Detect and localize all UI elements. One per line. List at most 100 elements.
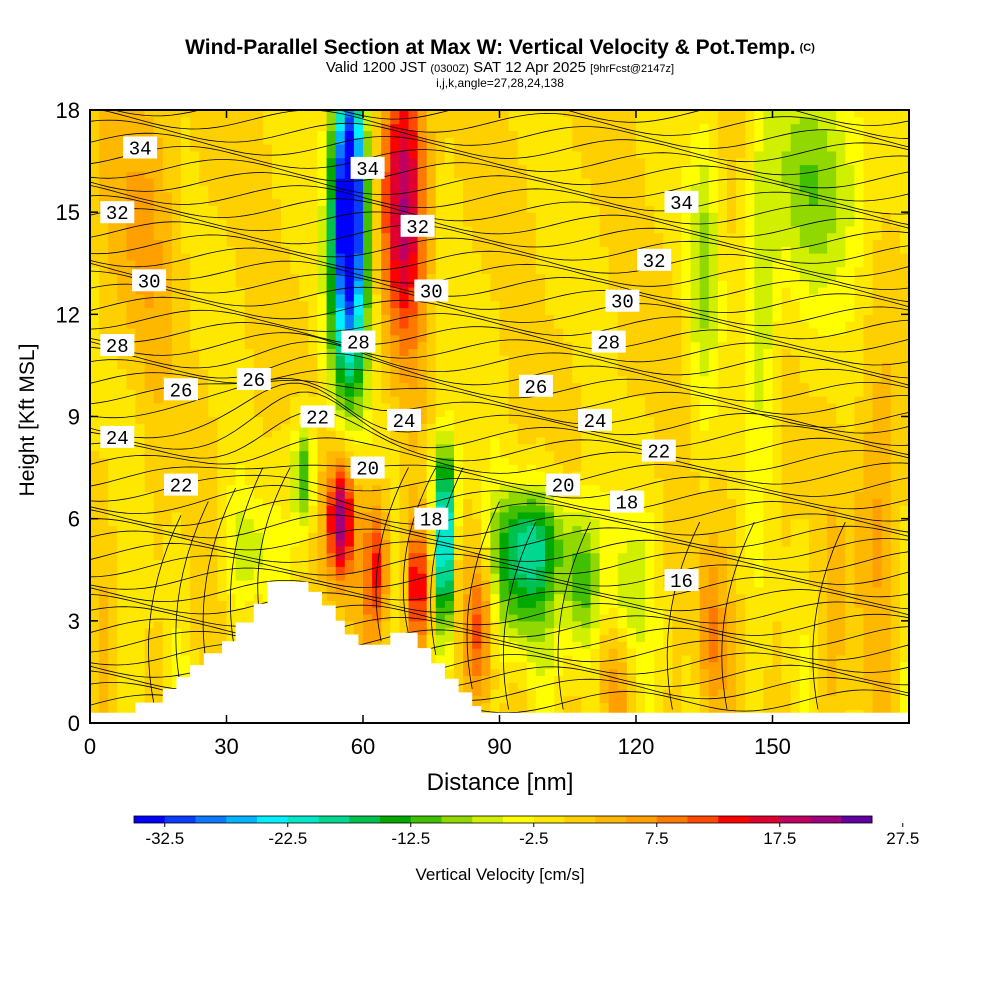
field-cell bbox=[126, 355, 137, 363]
field-cell bbox=[190, 362, 200, 370]
field-cell bbox=[463, 307, 473, 315]
field-cell bbox=[153, 232, 164, 241]
field-cell bbox=[363, 321, 373, 329]
field-cell bbox=[508, 654, 519, 663]
field-cell bbox=[199, 273, 209, 281]
field-cell bbox=[408, 491, 419, 499]
field-cell bbox=[463, 470, 473, 479]
field-cell bbox=[135, 232, 146, 241]
field-cell bbox=[444, 273, 455, 281]
field-cell bbox=[244, 198, 255, 206]
field-cell bbox=[508, 116, 519, 125]
field-cell bbox=[244, 225, 255, 234]
field-cell bbox=[317, 389, 328, 397]
field-cell bbox=[408, 464, 419, 472]
field-cell bbox=[490, 130, 501, 138]
field-cell bbox=[181, 402, 191, 411]
field-cell bbox=[117, 157, 127, 166]
field-cell bbox=[244, 450, 255, 458]
field-cell bbox=[472, 573, 482, 581]
field-cell bbox=[353, 614, 364, 622]
field-cell bbox=[545, 273, 555, 281]
field-cell bbox=[572, 171, 582, 179]
field-cell bbox=[545, 362, 555, 370]
field-cell bbox=[399, 355, 410, 363]
field-cell bbox=[353, 477, 364, 486]
field-cell bbox=[108, 627, 118, 636]
field-cell bbox=[253, 470, 264, 479]
field-cell bbox=[508, 402, 519, 411]
field-cell bbox=[90, 368, 100, 377]
field-cell bbox=[117, 130, 127, 138]
field-cell bbox=[572, 559, 582, 567]
field-cell bbox=[472, 110, 482, 118]
field-cell bbox=[262, 334, 273, 343]
field-cell bbox=[253, 498, 264, 506]
field-cell bbox=[208, 573, 218, 581]
field-cell bbox=[162, 661, 173, 670]
field-cell bbox=[308, 178, 319, 186]
field-cell bbox=[99, 327, 109, 336]
field-cell bbox=[126, 171, 137, 179]
field-cell bbox=[181, 579, 191, 588]
field-cell bbox=[554, 539, 564, 547]
field-cell bbox=[581, 348, 592, 356]
field-cell bbox=[171, 539, 182, 547]
field-cell bbox=[554, 157, 564, 166]
field-cell bbox=[308, 116, 319, 125]
field-cell bbox=[417, 634, 428, 642]
field-cell bbox=[481, 600, 491, 608]
field-cell bbox=[572, 614, 582, 622]
field-cell bbox=[181, 178, 191, 186]
field-cell bbox=[554, 280, 564, 288]
field-cell bbox=[435, 266, 446, 275]
field-cell bbox=[363, 389, 373, 397]
field-cell bbox=[299, 450, 309, 458]
field-cell bbox=[463, 137, 473, 145]
field-cell bbox=[472, 191, 482, 200]
field-cell bbox=[126, 375, 137, 384]
field-cell bbox=[363, 586, 373, 595]
field-cell bbox=[108, 164, 118, 172]
field-cell bbox=[108, 545, 118, 554]
field-cell bbox=[426, 532, 437, 540]
field-cell bbox=[399, 341, 410, 349]
field-cell bbox=[454, 246, 464, 254]
field-cell bbox=[545, 212, 555, 220]
field-cell bbox=[108, 566, 118, 574]
field-cell bbox=[444, 355, 455, 363]
field-cell bbox=[463, 573, 473, 581]
field-cell bbox=[226, 375, 237, 384]
field-cell bbox=[353, 511, 364, 520]
field-cell bbox=[390, 525, 400, 533]
field-cell bbox=[290, 198, 300, 206]
field-cell bbox=[126, 688, 137, 697]
field-cell bbox=[517, 307, 528, 315]
field-cell bbox=[290, 314, 300, 322]
field-cell bbox=[181, 246, 191, 254]
field-cell bbox=[526, 702, 537, 710]
field-cell bbox=[90, 130, 100, 138]
field-cell bbox=[408, 477, 419, 486]
field-cell bbox=[235, 246, 246, 254]
field-cell bbox=[353, 191, 364, 200]
field-cell bbox=[444, 477, 455, 486]
field-cell bbox=[317, 382, 328, 390]
field-cell bbox=[363, 627, 373, 636]
field-cell bbox=[335, 225, 346, 234]
field-cell bbox=[490, 293, 501, 302]
field-cell bbox=[508, 300, 519, 309]
field-cell bbox=[481, 307, 491, 315]
field-cell bbox=[190, 586, 200, 595]
field-cell bbox=[344, 157, 355, 166]
field-cell bbox=[399, 334, 410, 343]
field-cell bbox=[244, 443, 255, 452]
field-cell bbox=[435, 334, 446, 343]
field-cell bbox=[99, 280, 109, 288]
field-cell bbox=[408, 191, 419, 200]
field-cell bbox=[217, 518, 228, 527]
field-cell bbox=[508, 362, 519, 370]
field-cell bbox=[144, 334, 155, 343]
field-cell bbox=[390, 593, 400, 601]
field-cell bbox=[535, 654, 546, 663]
